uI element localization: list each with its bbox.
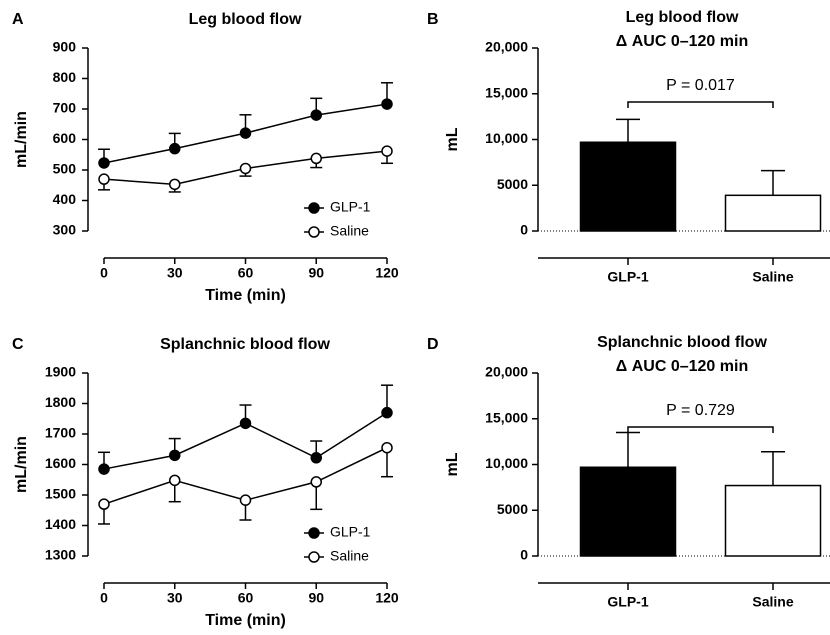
- x-axis-label: Time (min): [205, 287, 286, 304]
- y-tick-label: 1800: [45, 394, 76, 410]
- x-tick-label: 90: [308, 590, 324, 606]
- significance-bracket: [627, 101, 774, 108]
- data-point: [169, 178, 181, 191]
- y-tick-label: 15,000: [485, 84, 528, 100]
- x-tick-label: Saline: [752, 269, 793, 285]
- significance-bracket: [627, 426, 774, 433]
- data-point: [381, 441, 393, 454]
- y-axis-label: mL: [444, 127, 461, 151]
- data-point: [239, 162, 252, 175]
- chart-title: Splanchnic blood flow: [597, 334, 767, 351]
- legend-label: Saline: [330, 548, 369, 564]
- data-point: [169, 449, 181, 462]
- data-point: [239, 494, 252, 506]
- bar: [724, 194, 822, 232]
- x-tick-label: 0: [100, 265, 108, 281]
- data-point: [98, 463, 110, 475]
- y-tick-label: 700: [53, 100, 77, 116]
- panel-label: B: [427, 11, 439, 28]
- data-point: [381, 406, 393, 419]
- panel-label: C: [12, 336, 24, 353]
- data-point: [310, 152, 322, 165]
- y-tick-label: 1400: [45, 516, 76, 532]
- data-point: [239, 417, 252, 430]
- y-tick-label: 800: [53, 69, 77, 85]
- legend-marker: [308, 202, 320, 214]
- panel: D Splanchnic blood flow Δ AUC 0–120 min mL 0…: [427, 334, 830, 610]
- panel: C Splanchnic blood flow mL/min Time (min) 13…: [12, 336, 399, 629]
- x-tick-label: 120: [375, 265, 399, 281]
- data-point: [98, 498, 110, 510]
- legend-label: GLP-1: [330, 199, 371, 215]
- data-point: [169, 142, 181, 155]
- y-tick-label: 1700: [45, 425, 76, 441]
- y-axis-label: mL/min: [13, 111, 30, 168]
- y-axis-label: mL: [444, 452, 461, 476]
- y-tick-label: 1500: [45, 486, 76, 502]
- data-point: [381, 145, 393, 157]
- x-tick-label: 30: [167, 590, 183, 606]
- x-tick-label: 60: [238, 265, 254, 281]
- chart-subtitle: Δ AUC 0–120 min: [616, 358, 748, 375]
- bar: [579, 141, 677, 232]
- bar: [579, 466, 677, 557]
- data-point: [381, 98, 393, 110]
- data-point: [310, 109, 322, 121]
- x-axis-label: Time (min): [205, 612, 286, 629]
- y-tick-label: 1600: [45, 455, 76, 471]
- y-tick-label: 400: [53, 191, 77, 207]
- panel-label: D: [427, 336, 439, 353]
- data-point: [98, 173, 110, 185]
- chart-title: Leg blood flow: [626, 9, 739, 26]
- y-tick-label: 1900: [45, 364, 76, 380]
- panel-label: A: [12, 11, 24, 28]
- y-tick-label: 10,000: [485, 455, 528, 471]
- p-value: P = 0.729: [666, 402, 735, 419]
- panel: B Leg blood flow Δ AUC 0–120 min mL 0 5000 10,…: [427, 9, 830, 285]
- y-tick-label: 300: [53, 222, 77, 238]
- data-point: [310, 476, 322, 488]
- x-tick-label: GLP-1: [607, 269, 648, 285]
- y-tick-label: 5000: [497, 176, 528, 192]
- y-tick-label: 10,000: [485, 130, 528, 146]
- x-tick-label: 90: [308, 265, 324, 281]
- chart-title: Leg blood flow: [189, 11, 302, 28]
- data-point: [169, 474, 181, 487]
- legend-marker: [308, 226, 320, 238]
- legend-marker: [308, 551, 320, 563]
- bar: [724, 484, 822, 557]
- x-tick-label: 120: [375, 590, 399, 606]
- p-value: P = 0.017: [666, 77, 735, 94]
- x-tick-label: GLP-1: [607, 594, 648, 610]
- legend-label: GLP-1: [330, 524, 371, 540]
- y-tick-label: 600: [53, 130, 77, 146]
- chart-title: Splanchnic blood flow: [160, 336, 330, 353]
- legend-label: Saline: [330, 223, 369, 239]
- data-point: [239, 127, 252, 139]
- y-tick-label: 0: [520, 222, 528, 238]
- chart-subtitle: Δ AUC 0–120 min: [616, 33, 748, 50]
- x-tick-label: Saline: [752, 594, 793, 610]
- x-tick-label: 0: [100, 590, 108, 606]
- y-tick-label: 5000: [497, 501, 528, 517]
- y-tick-label: 20,000: [485, 364, 528, 380]
- y-axis-label: mL/min: [13, 436, 30, 493]
- x-tick-label: 60: [238, 590, 254, 606]
- legend-marker: [308, 527, 320, 539]
- y-tick-label: 900: [53, 39, 77, 55]
- y-tick-label: 1300: [45, 547, 76, 563]
- data-point: [310, 452, 322, 464]
- y-tick-label: 20,000: [485, 39, 528, 55]
- y-tick-label: 15,000: [485, 409, 528, 425]
- x-tick-label: 30: [167, 265, 183, 281]
- y-tick-label: 500: [53, 161, 77, 177]
- data-point: [98, 157, 110, 169]
- y-tick-label: 0: [520, 547, 528, 563]
